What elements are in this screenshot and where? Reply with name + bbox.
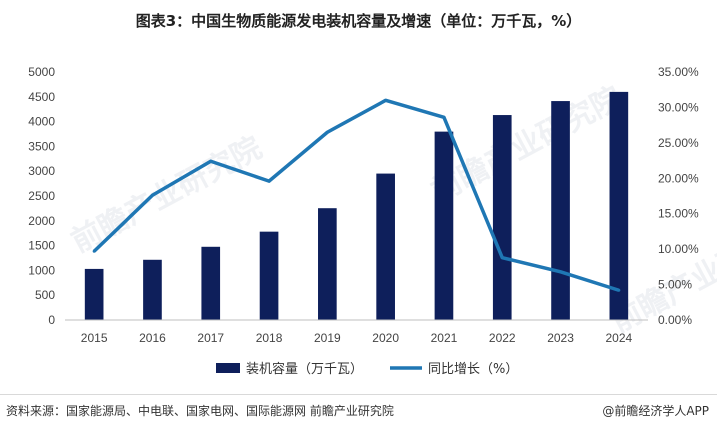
right-tick-label: 35.00% — [658, 65, 699, 79]
right-tick-label: 30.00% — [658, 100, 699, 114]
line-point — [209, 159, 213, 163]
x-tick-label: 2018 — [256, 331, 283, 345]
legend-label-line: 同比增长（%） — [428, 362, 518, 377]
chart-title: 图表3：中国生物质能源发电装机容量及增速（单位：万千瓦，%） — [135, 12, 582, 30]
x-tick-label: 2022 — [489, 331, 516, 345]
left-tick-label: 2500 — [28, 189, 55, 203]
x-tick-label: 2019 — [314, 331, 341, 345]
footer-divider — [0, 394, 717, 395]
left-tick-label: 500 — [35, 288, 55, 302]
x-tick-label: 2021 — [431, 331, 458, 345]
line-point — [267, 179, 271, 183]
x-axis: 2015 2016 2017 2018 2019 2020 2021 2022 2023 2024 — [65, 319, 648, 345]
left-tick-label: 4000 — [28, 115, 55, 129]
bar — [434, 131, 454, 320]
brand-credit: @前瞻经济学人APP — [602, 404, 709, 418]
left-tick-label: 1500 — [28, 239, 55, 253]
left-axis: 0 500 1000 1500 2000 2500 3000 3500 4000 4500 5000 — [28, 65, 55, 327]
x-tick-label: 2020 — [372, 331, 399, 345]
bar — [84, 268, 104, 320]
bar — [259, 231, 279, 320]
line-point — [442, 115, 446, 119]
bar-series — [84, 91, 629, 321]
left-tick-label: 1000 — [28, 263, 55, 277]
source-note: 资料来源：国家能源局、中电联、国家电网、国际能源网 前瞻产业研究院 — [6, 404, 394, 418]
x-tick-label: 2015 — [81, 331, 108, 345]
line-point — [325, 130, 329, 134]
legend-label-bar: 装机容量（万千瓦） — [246, 361, 363, 377]
bar — [551, 101, 570, 320]
right-tick-label: 20.00% — [658, 171, 699, 185]
left-tick-label: 2000 — [28, 214, 55, 228]
bar — [201, 246, 221, 320]
bar — [492, 115, 512, 321]
growth-line — [92, 98, 620, 292]
x-tick-label: 2016 — [139, 331, 166, 345]
right-tick-label: 0.00% — [658, 313, 692, 327]
x-tick-label: 2017 — [197, 331, 224, 345]
left-tick-label: 3500 — [28, 139, 55, 153]
right-tick-label: 25.00% — [658, 136, 699, 150]
right-axis: 0.00% 5.00% 10.00% 15.00% 20.00% 25.00% 30.00%… — [658, 65, 699, 327]
x-tick-label: 2023 — [547, 331, 574, 345]
bar — [143, 259, 162, 320]
line-series — [92, 98, 621, 292]
bar — [376, 173, 395, 320]
right-tick-label: 5.00% — [658, 278, 692, 292]
left-tick-label: 4500 — [28, 90, 55, 104]
right-tick-label: 15.00% — [658, 207, 699, 221]
line-point — [92, 249, 96, 253]
bar — [318, 208, 337, 320]
left-tick-label: 3000 — [28, 164, 55, 178]
left-tick-label: 5000 — [28, 65, 55, 79]
line-point — [500, 256, 504, 260]
line-point — [617, 288, 621, 292]
legend-swatch-bar — [216, 363, 240, 373]
left-tick-label: 0 — [48, 313, 55, 327]
x-tick-label: 2024 — [605, 331, 632, 345]
line-point — [150, 193, 154, 197]
line-point — [559, 270, 563, 274]
line-point — [384, 98, 388, 102]
right-tick-label: 10.00% — [658, 242, 699, 256]
legend: 装机容量（万千瓦） 同比增长（%） — [216, 361, 518, 377]
bar — [609, 91, 629, 320]
